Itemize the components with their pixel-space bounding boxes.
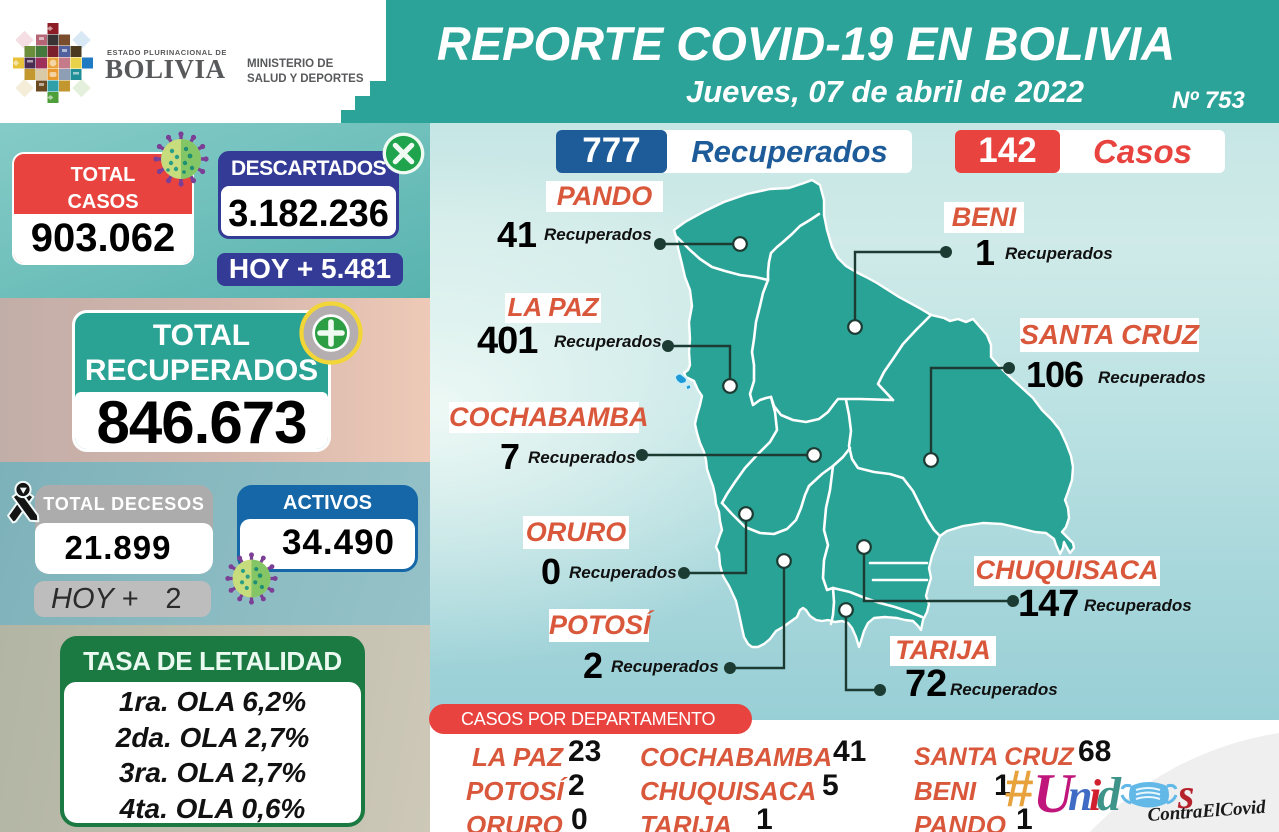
svg-text:#: #: [1004, 760, 1033, 818]
svg-text:d: d: [1097, 768, 1122, 821]
svg-text:i: i: [1089, 771, 1102, 820]
svg-text:s: s: [1177, 772, 1194, 818]
svg-text:n: n: [1068, 771, 1092, 820]
svg-text:U: U: [1033, 763, 1076, 825]
